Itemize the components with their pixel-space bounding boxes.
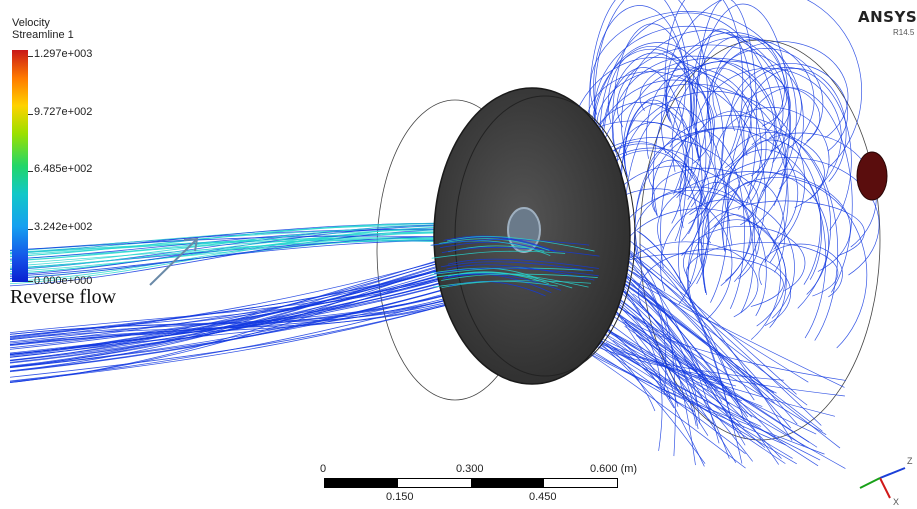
- probe-marker: [856, 151, 888, 201]
- rotor-hub: [507, 207, 541, 253]
- scale-label-0: 0: [320, 463, 327, 475]
- legend-tick-3: 6.485e+002: [34, 163, 93, 175]
- legend-tickmark: [28, 171, 33, 172]
- triad-z-label: Z: [907, 456, 913, 466]
- streamlines-front: [430, 235, 600, 297]
- legend-tick-4: 3.242e+002: [34, 221, 93, 233]
- rotor-disk-edge: [454, 95, 636, 377]
- legend-tick-max: 1.297e+003: [34, 48, 93, 60]
- legend-tick-min: 0.000e+000: [34, 275, 93, 287]
- reverse-flow-label: Reverse flow: [10, 286, 117, 308]
- legend-title: Velocity: [12, 17, 50, 29]
- scale-bar: [324, 478, 618, 488]
- scale-label-0300: 0.300: [456, 463, 484, 475]
- ansys-version: R14.5: [893, 28, 915, 37]
- ansys-logo: ANSYS: [858, 8, 917, 26]
- legend-tick-2: 9.727e+002: [34, 106, 93, 118]
- reverse-flow-arrow: [149, 239, 197, 286]
- velocity-colorbar: [12, 50, 28, 282]
- triad-x-label: X: [893, 497, 899, 507]
- scale-label-0150: 0.150: [386, 491, 414, 503]
- legend-tickmark: [28, 114, 33, 115]
- axis-triad: Z X: [859, 456, 913, 507]
- reverse-flow-arrowhead: [183, 237, 199, 252]
- scale-label-0450: 0.450: [529, 491, 557, 503]
- scale-label-0600: 0.600 (m): [590, 463, 638, 475]
- legend-subtitle: Streamline 1: [12, 29, 74, 41]
- legend-tickmark: [28, 281, 33, 282]
- legend-tickmark: [28, 56, 33, 57]
- legend-tickmark: [28, 229, 33, 230]
